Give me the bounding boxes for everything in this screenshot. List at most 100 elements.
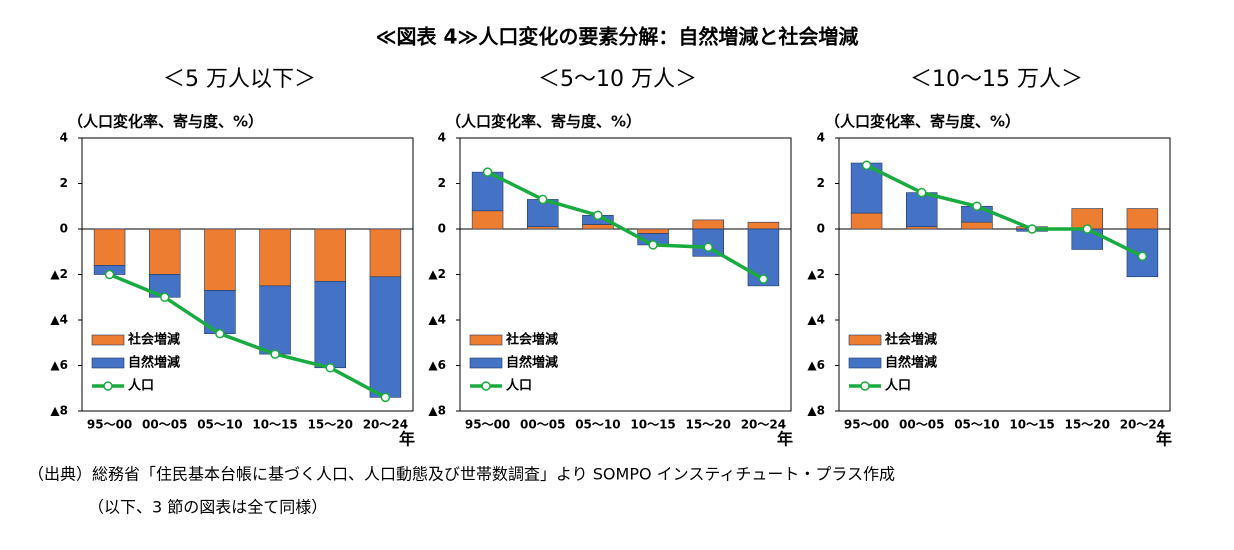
line — [486, 170, 765, 281]
bar — [637, 228, 669, 234]
x-tick-label: 95～00 — [844, 418, 889, 432]
y-tick-label: ▲6 — [428, 358, 446, 372]
legend-marker — [860, 381, 870, 391]
y-tick-label: ▲4 — [807, 313, 825, 327]
bar — [149, 228, 181, 275]
y-tick-label: ▲6 — [807, 358, 825, 372]
x-tick-label: 10～15 — [630, 418, 675, 432]
marker — [1082, 224, 1092, 234]
x-tick-label: 05～10 — [575, 418, 620, 432]
marker — [758, 274, 769, 284]
y-tick-label: 0 — [438, 222, 446, 236]
marker — [482, 167, 493, 177]
x-tick-label: 20～24 — [1120, 418, 1165, 432]
bar — [259, 285, 291, 355]
bar — [1126, 208, 1159, 230]
panel-title: ＜5 万人以下＞ — [163, 67, 316, 92]
bar — [692, 219, 724, 230]
y-tick-label: 2 — [60, 176, 68, 190]
x-tick-label: 10～15 — [1009, 418, 1054, 432]
bar — [314, 228, 346, 282]
x-axis-label: 年 — [399, 430, 415, 449]
y-axis-label: （人口変化率、寄与度、%） — [446, 113, 641, 131]
x-tick-label: 00～05 — [899, 418, 944, 432]
x-tick-label: 95～00 — [87, 418, 132, 432]
marker — [861, 160, 872, 171]
bar — [747, 221, 780, 230]
bar — [961, 221, 993, 230]
legend-label: 人口 — [128, 378, 154, 394]
y-axis-label: （人口変化率、寄与度、%） — [825, 113, 1020, 131]
legend-label: 人口 — [885, 378, 911, 394]
bar — [906, 192, 938, 228]
legend-label: 自然増減 — [506, 355, 558, 371]
marker — [1137, 251, 1148, 262]
legend-label: 自然増減 — [885, 355, 937, 371]
y-tick-label: 4 — [817, 131, 825, 145]
line — [108, 272, 387, 399]
panel-title: ＜10～15 万人＞ — [910, 67, 1083, 92]
marker — [325, 363, 335, 373]
x-tick-label: 00～05 — [520, 418, 565, 432]
x-tick-label: 05～10 — [197, 418, 242, 432]
legend-swatch — [91, 357, 125, 369]
y-tick-label: ▲8 — [807, 404, 825, 418]
legend-label: 社会増減 — [127, 332, 180, 348]
bar — [582, 224, 614, 230]
bar — [369, 228, 402, 278]
y-tick-label: 2 — [438, 176, 446, 190]
legend-swatch — [91, 334, 125, 346]
y-tick-label: 0 — [817, 222, 825, 236]
legend-swatch — [848, 334, 882, 346]
bar — [204, 228, 236, 291]
y-tick-label: ▲4 — [428, 313, 446, 327]
bar — [369, 276, 402, 398]
legend-marker — [481, 381, 491, 391]
x-tick-label: 15～20 — [686, 418, 731, 432]
bar — [93, 228, 126, 266]
marker — [538, 194, 548, 205]
line — [865, 163, 1144, 258]
bar — [527, 226, 559, 230]
y-tick-label: ▲2 — [50, 267, 68, 281]
legend-swatch — [848, 357, 882, 369]
legend-label: 社会増減 — [505, 332, 558, 348]
marker — [703, 242, 713, 252]
marker — [270, 349, 280, 359]
x-tick-label: 20～24 — [741, 418, 786, 432]
x-tick-label: 95～00 — [465, 418, 510, 432]
marker — [972, 201, 982, 211]
marker — [1027, 224, 1037, 234]
source-note: （以下、3 節の図表は全て同様） — [88, 498, 327, 517]
y-tick-label: ▲2 — [807, 267, 825, 281]
marker — [160, 292, 170, 302]
x-tick-label: 00～05 — [142, 418, 187, 432]
y-tick-label: ▲2 — [428, 267, 446, 281]
x-axis-label: 年 — [777, 430, 793, 449]
figure-title: ≪図表 4≫人口変化の要素分解：自然増減と社会増減 — [376, 25, 859, 49]
marker — [917, 187, 927, 198]
y-tick-label: ▲6 — [50, 358, 68, 372]
legend-swatch — [469, 357, 503, 369]
panel-title: ＜5～10 万人＞ — [538, 67, 697, 92]
legend-label: 社会増減 — [884, 332, 937, 348]
y-tick-label: 0 — [60, 222, 68, 236]
bar — [471, 210, 504, 230]
legend-label: 自然増減 — [128, 355, 180, 371]
legend-label: 人口 — [506, 378, 532, 394]
marker — [380, 392, 391, 403]
x-axis-label: 年 — [1156, 430, 1172, 449]
marker — [648, 240, 658, 250]
marker — [593, 210, 603, 221]
marker — [215, 328, 225, 339]
source-note: （出典）総務省「住民基本台帳に基づく人口、人口動態及び世帯数調査」より SOMP… — [28, 465, 895, 484]
bar — [259, 228, 291, 287]
bar — [850, 212, 883, 230]
x-tick-label: 20～24 — [363, 418, 408, 432]
marker — [104, 269, 115, 280]
y-tick-label: ▲8 — [50, 404, 68, 418]
bar — [906, 226, 938, 230]
y-tick-label: 4 — [438, 131, 446, 145]
y-tick-label: 2 — [817, 176, 825, 190]
legend-swatch — [469, 334, 503, 346]
